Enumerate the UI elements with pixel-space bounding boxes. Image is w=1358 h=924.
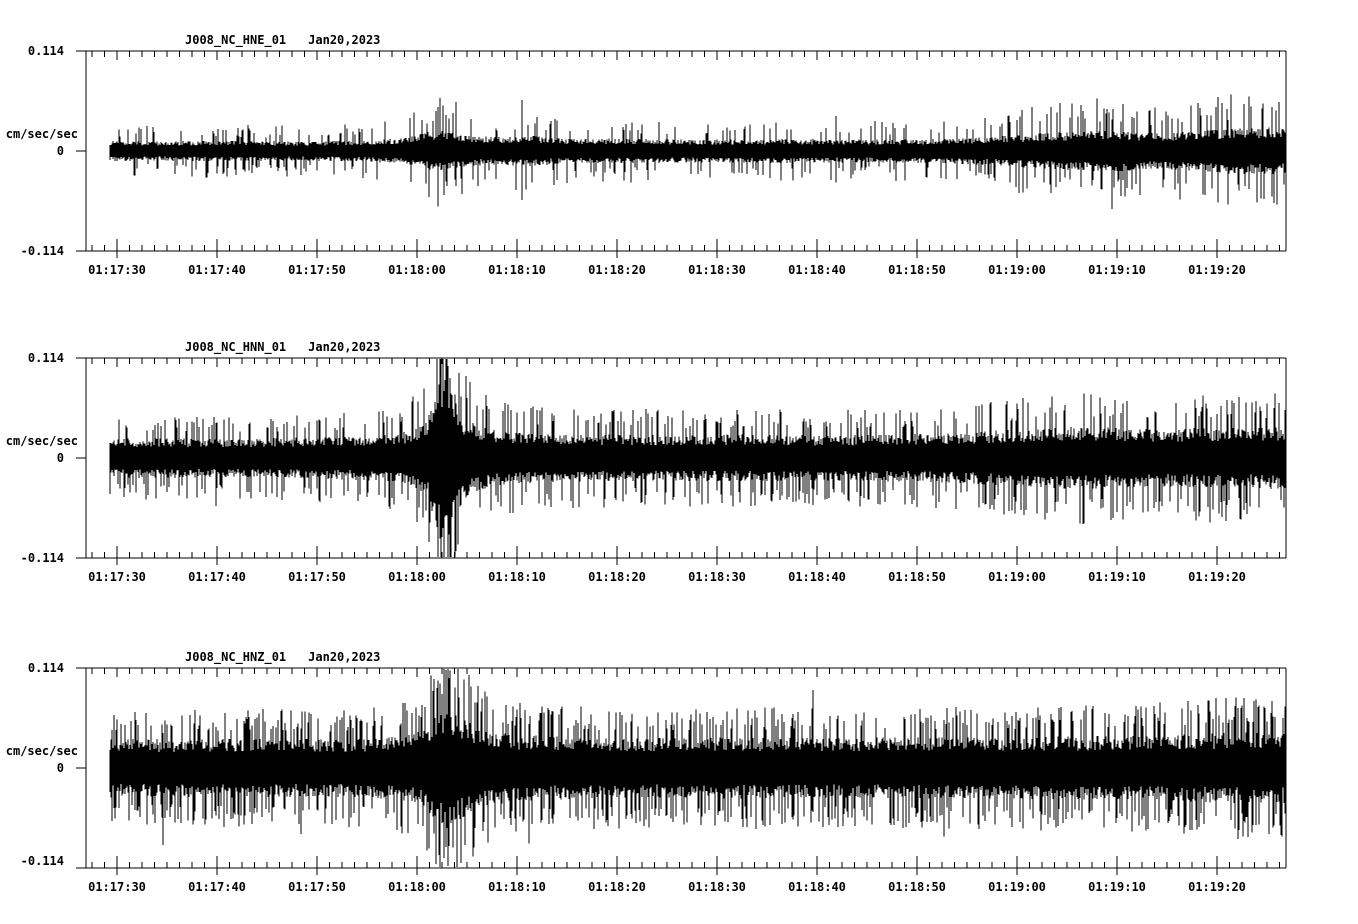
x-tick-label-row: 01:17:30 01:17:40 01:17:50 01:18:00 01:18:10…: [0, 880, 1358, 896]
x-tick-label: 01:19:10: [1088, 570, 1146, 584]
x-tick-label-row: 01:17:30 01:17:40 01:17:50 01:18:00 01:18:10…: [0, 263, 1358, 279]
y-max-label: 0.114: [27, 44, 64, 58]
x-tick-label: 01:17:40: [188, 880, 246, 894]
trace-station-label: J008_NC_HNE_01: [185, 33, 287, 47]
x-tick-label: 01:18:00: [388, 263, 446, 277]
trace-date-label: Jan20,2023: [308, 650, 381, 664]
panel-title: J008_NC_HNN_01 Jan20,2023: [185, 340, 380, 354]
x-tick-label: 01:19:00: [988, 570, 1046, 584]
x-tick-label: 01:18:20: [588, 570, 646, 584]
x-tick-label: 01:18:00: [388, 880, 446, 894]
plot-frame-1: [76, 357, 1287, 565]
x-tick-label: 01:17:30: [88, 570, 146, 584]
axis-ticks: [91, 51, 1280, 258]
x-tick-label: 01:18:10: [488, 263, 546, 277]
x-tick-label: 01:19:10: [1088, 880, 1146, 894]
y-zero-label: 0: [56, 451, 64, 465]
x-tick-label: 01:17:40: [188, 263, 246, 277]
trace-station-label: J008_NC_HNN_01: [185, 340, 287, 354]
x-tick-label: 01:18:40: [788, 570, 846, 584]
x-tick-label: 01:18:40: [788, 880, 846, 894]
x-tick-label: 01:18:50: [888, 880, 946, 894]
y-unit-label: cm/sec/sec: [5, 127, 78, 141]
axis-ticks: [91, 668, 1280, 875]
x-tick-label: 01:17:30: [88, 263, 146, 277]
x-tick-label: 01:17:50: [288, 570, 346, 584]
trace-date-label: Jan20,2023: [308, 340, 381, 354]
x-tick-label: 01:18:30: [688, 570, 746, 584]
panel-title: J008_NC_HNZ_01 Jan20,2023: [185, 650, 380, 664]
waveform-trace-1: [109, 359, 1287, 557]
waveform-trace-0: [109, 94, 1287, 209]
x-tick-label: 01:18:50: [888, 263, 946, 277]
x-tick-label: 01:19:20: [1188, 263, 1246, 277]
y-zero-label: 0: [56, 761, 64, 775]
y-min-label: -0.114: [20, 854, 64, 868]
x-tick-label: 01:18:40: [788, 263, 846, 277]
x-tick-label: 01:18:00: [388, 570, 446, 584]
x-tick-label: 01:19:00: [988, 880, 1046, 894]
y-min-label: -0.114: [20, 551, 64, 565]
x-tick-label: 01:19:10: [1088, 263, 1146, 277]
y-max-label: 0.114: [27, 351, 64, 365]
panel-title: J008_NC_HNE_01 Jan20,2023: [185, 33, 380, 47]
x-tick-label: 01:19:20: [1188, 570, 1246, 584]
x-tick-label: 01:18:10: [488, 880, 546, 894]
x-tick-label: 01:17:40: [188, 570, 246, 584]
plot-frame-2: [76, 667, 1287, 875]
y-unit-label: cm/sec/sec: [5, 434, 78, 448]
trace-date-label: Jan20,2023: [308, 33, 381, 47]
x-tick-label: 01:18:20: [588, 880, 646, 894]
x-tick-label: 01:18:30: [688, 263, 746, 277]
y-unit-label: cm/sec/sec: [5, 744, 78, 758]
trace-station-label: J008_NC_HNZ_01: [185, 650, 287, 664]
x-tick-label: 01:17:50: [288, 880, 346, 894]
x-tick-label: 01:18:10: [488, 570, 546, 584]
waveform-trace-2: [109, 669, 1287, 867]
x-tick-label: 01:18:20: [588, 263, 646, 277]
plot-frame-0: [76, 50, 1287, 258]
x-tick-label-row: 01:17:30 01:17:40 01:17:50 01:18:00 01:18:10…: [0, 570, 1358, 586]
x-tick-label: 01:19:00: [988, 263, 1046, 277]
x-tick-label: 01:19:20: [1188, 880, 1246, 894]
y-max-label: 0.114: [27, 661, 64, 675]
x-tick-label: 01:17:30: [88, 880, 146, 894]
axis-ticks: [91, 358, 1280, 565]
y-min-label: -0.114: [20, 244, 64, 258]
x-tick-label: 01:17:50: [288, 263, 346, 277]
x-tick-label: 01:18:30: [688, 880, 746, 894]
y-zero-label: 0: [56, 144, 64, 158]
x-tick-label: 01:18:50: [888, 570, 946, 584]
